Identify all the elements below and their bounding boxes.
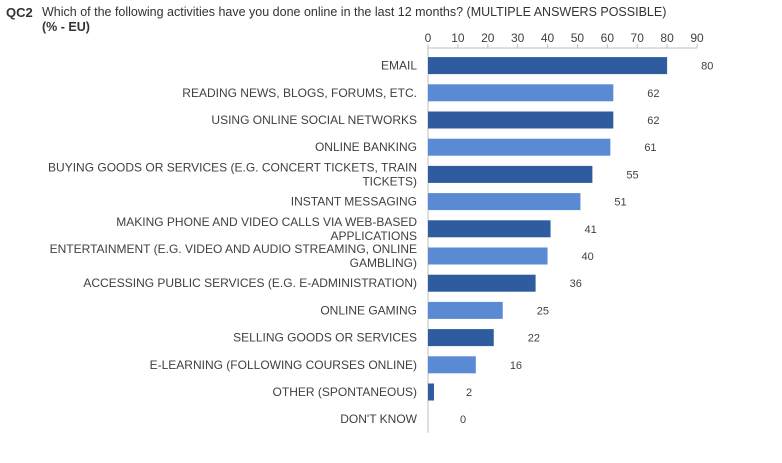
- bar: [428, 247, 548, 265]
- question-code: QC2: [6, 5, 33, 20]
- question-text: Which of the following activities have y…: [42, 5, 667, 19]
- x-tick-label: 50: [571, 31, 585, 45]
- category-label: ENTERTAINMENT (E.G. VIDEO AND AUDIO STRE…: [50, 242, 417, 256]
- category-label: DON'T KNOW: [340, 412, 417, 426]
- category-label: READING NEWS, BLOGS, FORUMS, ETC.: [182, 86, 417, 100]
- data-label: 16: [510, 360, 522, 372]
- category-label: OTHER (SPONTANEOUS): [273, 385, 417, 399]
- bar: [428, 111, 614, 129]
- data-label: 25: [537, 305, 549, 317]
- x-tick-label: 0: [425, 31, 432, 45]
- bar: [428, 220, 551, 238]
- chart-subtitle: (% - EU): [42, 20, 90, 34]
- x-tick-label: 70: [631, 31, 645, 45]
- bar: [428, 165, 593, 183]
- bar: [428, 356, 476, 374]
- data-label: 80: [701, 61, 713, 73]
- bar: [428, 383, 434, 401]
- x-tick-label: 30: [511, 31, 525, 45]
- x-tick-label: 60: [601, 31, 615, 45]
- category-label: SELLING GOODS OR SERVICES: [233, 331, 417, 345]
- category-label: E-LEARNING (FOLLOWING COURSES ONLINE): [150, 358, 417, 372]
- category-label: ONLINE BANKING: [315, 140, 417, 154]
- data-label: 41: [585, 224, 597, 236]
- data-label: 61: [644, 142, 656, 154]
- category-label: ACCESSING PUBLIC SERVICES (E.G. E-ADMINI…: [83, 276, 417, 290]
- category-label: APPLICATIONS: [331, 229, 417, 243]
- category-label: GAMBLING): [350, 256, 417, 270]
- data-label: 22: [528, 333, 540, 345]
- bar: [428, 57, 668, 75]
- x-tick-label: 90: [690, 31, 704, 45]
- category-label: USING ONLINE SOCIAL NETWORKS: [211, 113, 417, 127]
- x-tick-label: 80: [660, 31, 674, 45]
- x-tick-label: 40: [541, 31, 555, 45]
- x-tick-label: 20: [481, 31, 495, 45]
- data-label: 62: [647, 88, 659, 100]
- category-label: ONLINE GAMING: [320, 303, 417, 317]
- category-label: TICKETS): [362, 174, 417, 188]
- data-label: 0: [460, 414, 466, 426]
- category-label: BUYING GOODS OR SERVICES (E.G. CONCERT T…: [48, 160, 417, 174]
- data-label: 36: [570, 278, 582, 290]
- bar: [428, 301, 503, 319]
- data-label: 51: [614, 197, 626, 209]
- bar: [428, 84, 614, 102]
- data-label: 40: [582, 251, 594, 263]
- x-tick-label: 10: [451, 31, 465, 45]
- bar: [428, 274, 536, 292]
- category-label: MAKING PHONE AND VIDEO CALLS VIA WEB-BAS…: [116, 215, 417, 229]
- bar: [428, 138, 611, 156]
- bar: [428, 329, 494, 347]
- data-label: 2: [466, 387, 472, 399]
- data-label: 55: [626, 169, 638, 181]
- bar: [428, 193, 581, 211]
- category-label: EMAIL: [381, 59, 417, 73]
- data-label: 62: [647, 115, 659, 127]
- category-label: INSTANT MESSAGING: [291, 195, 417, 209]
